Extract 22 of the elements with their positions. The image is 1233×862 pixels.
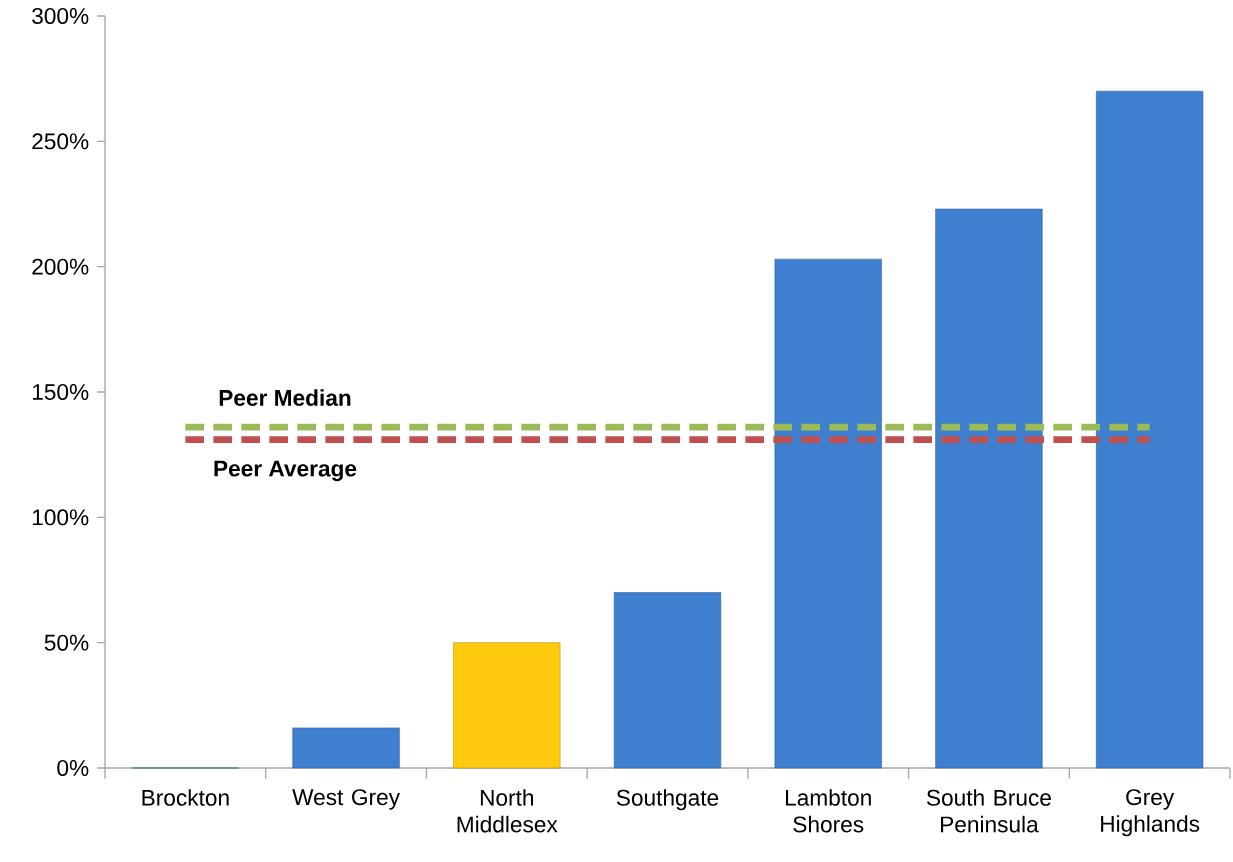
bar: [1096, 90, 1204, 769]
x-tick-label: Lambton Shores: [785, 789, 871, 833]
y-tick-label: 250%: [32, 133, 89, 150]
ref-line-label: Peer Average: [214, 460, 357, 482]
x-tick-label: South Bruce Peninsula: [926, 789, 1051, 833]
x-tick-label: West Grey: [292, 789, 400, 810]
y-tick-label: 100%: [32, 509, 89, 526]
y-tick-label: 150%: [32, 383, 89, 401]
ref-line-label: Peer Median: [219, 389, 351, 406]
y-tick-label: 0%: [57, 759, 89, 777]
bar: [613, 592, 722, 769]
y-tick-label: 300%: [32, 7, 89, 25]
x-tick-label: Grey Highlands: [1101, 789, 1200, 837]
bar: [453, 642, 561, 769]
y-tick-label: 50%: [44, 634, 89, 651]
bar: [292, 727, 400, 769]
y-tick-label: 200%: [32, 258, 89, 275]
bar: [935, 208, 1043, 769]
x-tick-label: North Middlesex: [457, 789, 558, 833]
bar: [774, 258, 882, 769]
x-tick-label: Brockton: [142, 789, 229, 806]
x-tick-label: Southgate: [616, 789, 719, 811]
